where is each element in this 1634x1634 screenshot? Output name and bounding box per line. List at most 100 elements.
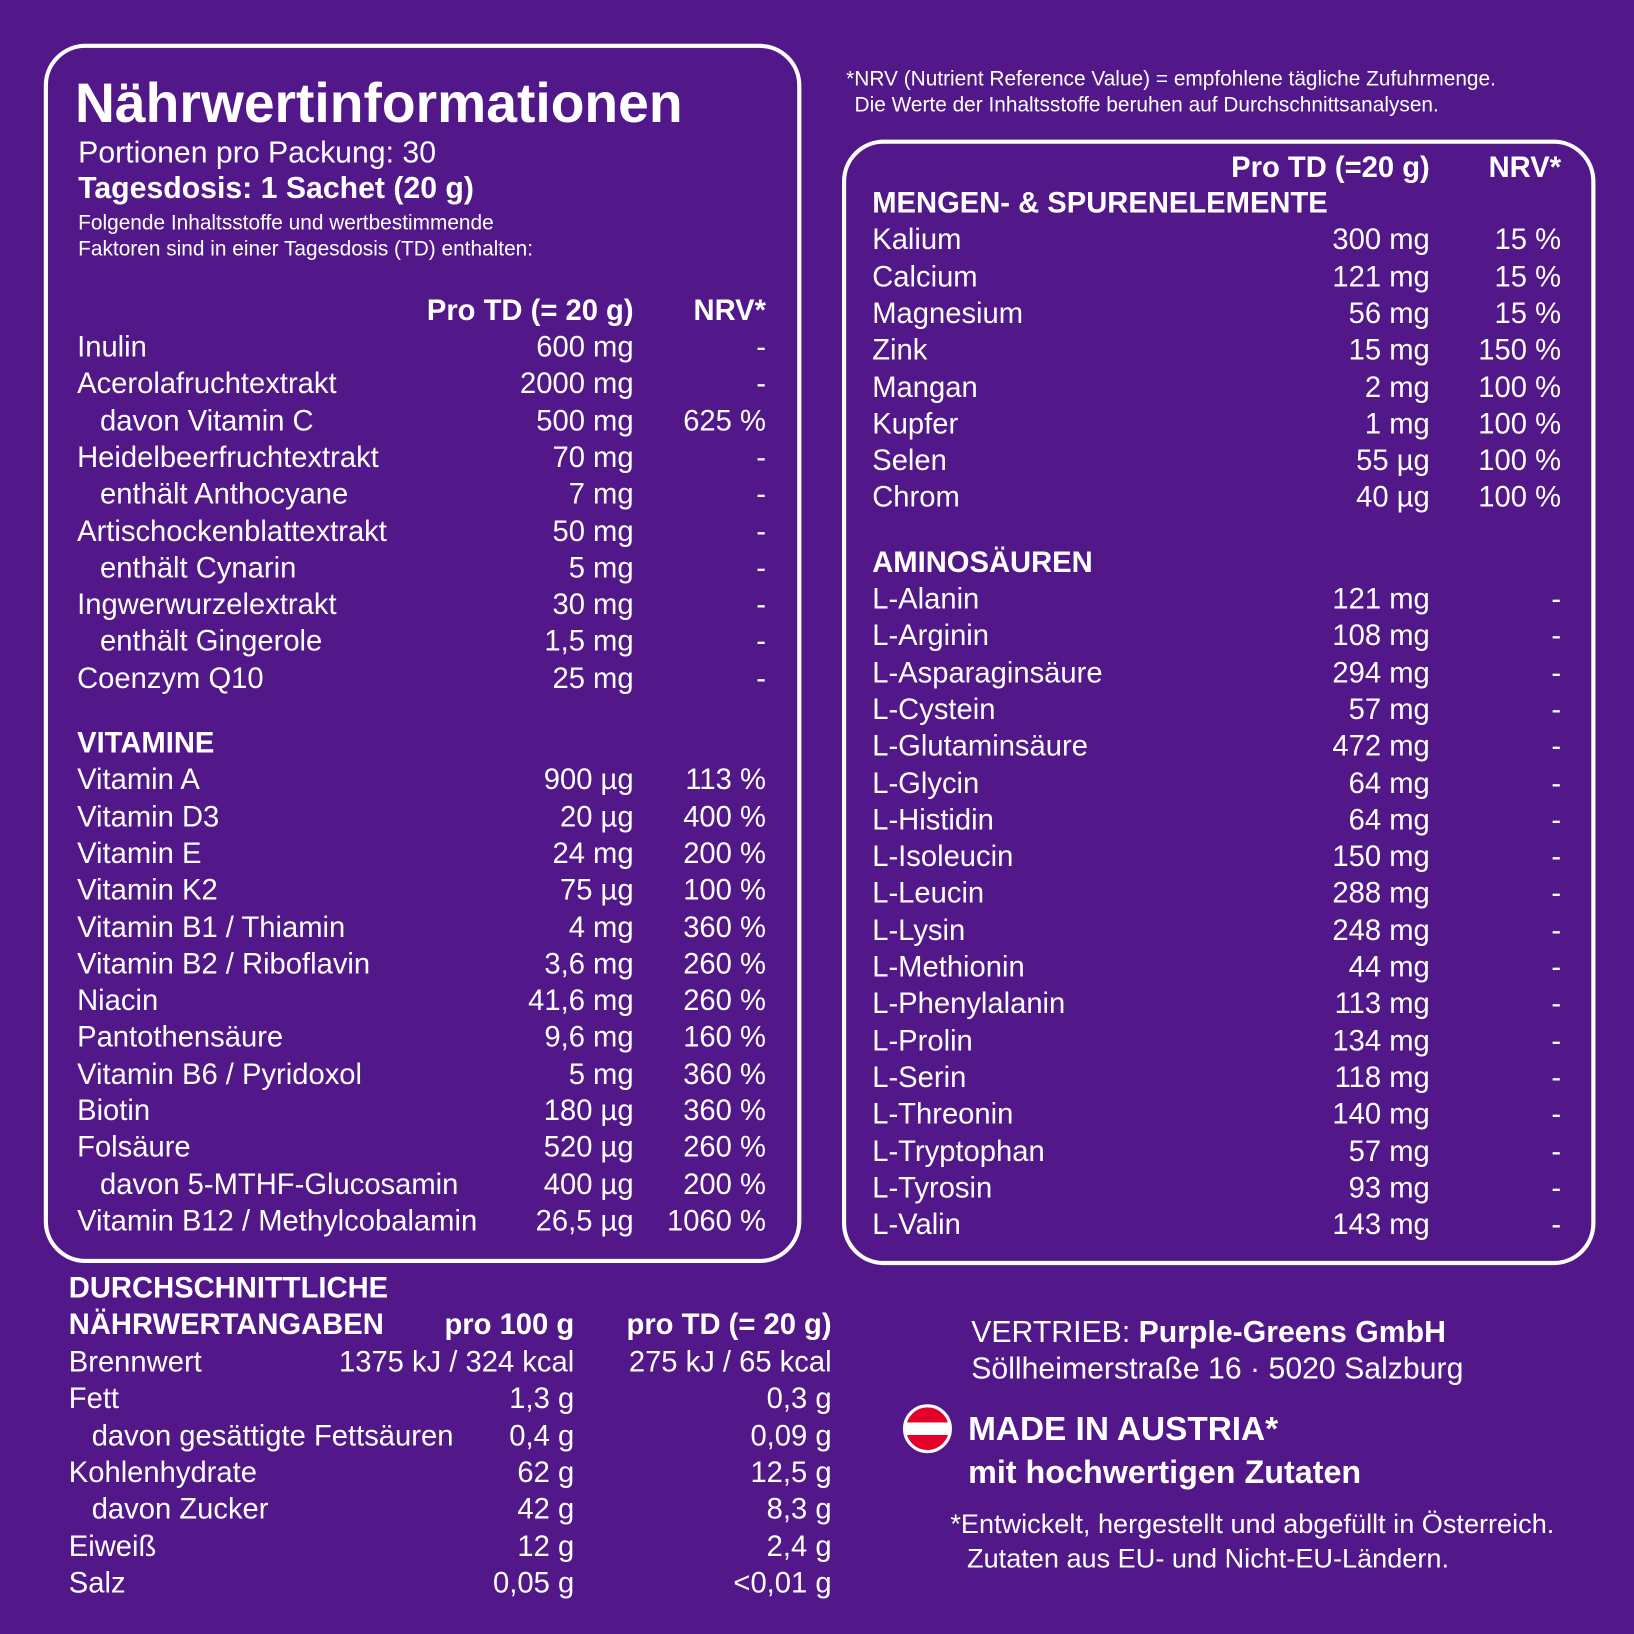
row-value: 15 % — [1494, 223, 1562, 256]
footnote: *Entwickelt, hergestellt und abgefüllt i… — [950, 1507, 1555, 1540]
row-name: L-Glycin — [872, 766, 980, 799]
intro: Folgende Inhaltsstoffe und wertbestimmen… — [78, 211, 494, 235]
row-value: 200 % — [683, 836, 766, 869]
row-value: - — [756, 477, 766, 510]
row-value: 24 mg — [552, 836, 634, 869]
section-heading: DURCHSCHNITTLICHE — [68, 1271, 389, 1304]
row-value: - — [756, 514, 766, 547]
row-name: Magnesium — [872, 296, 1024, 330]
row-value: 93 mg — [1348, 1171, 1430, 1204]
row-name: L-Tryptophan — [872, 1134, 1045, 1167]
row-value: 2,4 g — [766, 1529, 832, 1562]
row-value: 50 mg — [552, 514, 634, 547]
row-value: 143 mg — [1332, 1207, 1430, 1241]
row-value: 113 % — [685, 763, 766, 796]
row-value: 134 mg — [1332, 1023, 1430, 1057]
column-header: pro TD (= 20 g) — [626, 1307, 832, 1341]
row-name: L-Arginin — [872, 619, 990, 652]
row-name: Vitamin B12 / Methylcobalamin — [77, 1204, 478, 1237]
row-value: - — [1551, 987, 1562, 1020]
row-name: L-Alanin — [872, 582, 980, 615]
row-value: 15 % — [1494, 296, 1562, 330]
row-value: 260 % — [683, 947, 766, 980]
austria-flag — [902, 1404, 952, 1454]
row-name: Vitamin E — [77, 836, 202, 869]
row-name: L-Serin — [872, 1060, 967, 1094]
row-value: - — [1551, 1134, 1562, 1167]
row-value: 1060 % — [666, 1204, 766, 1237]
row-value: 64 mg — [1348, 766, 1430, 799]
row-value: 118 mg — [1334, 1060, 1430, 1094]
row-value: - — [1551, 582, 1562, 615]
row-name: L-Prolin — [872, 1023, 973, 1057]
title: Nährwertinformationen — [75, 72, 683, 135]
row-value: 600 mg — [536, 330, 634, 363]
row-value: 12,5 g — [750, 1455, 832, 1488]
made-in: MADE IN AUSTRIA* — [968, 1409, 1279, 1448]
row-value: - — [1551, 840, 1562, 873]
row-value: 275 kJ / 65 kcal — [628, 1345, 832, 1378]
daily-dose: Tagesdosis: 1 Sachet (20 g) — [78, 171, 474, 206]
nrv-note: *NRV (Nutrient Reference Value) = empfoh… — [846, 67, 1496, 91]
row-name: L-Asparaginsäure — [872, 656, 1103, 689]
row-value: 360 % — [683, 910, 766, 943]
right-panel-frame — [842, 139, 1596, 1266]
row-name: Vitamin B2 / Riboflavin — [77, 947, 371, 980]
row-name: Vitamin D3 — [77, 799, 220, 833]
row-value: 100 % — [1478, 370, 1562, 403]
row-value: 57 mg — [1348, 1134, 1430, 1167]
row-name: Biotin — [77, 1094, 151, 1127]
sub-row-name: enthält Anthocyane — [100, 477, 349, 510]
row-value: 15 % — [1494, 260, 1562, 293]
row-name: Pantothensäure — [77, 1020, 284, 1053]
row-value: 150 % — [1478, 333, 1562, 366]
row-name: Coenzym Q10 — [77, 661, 264, 694]
row-name: L-Isoleucin — [872, 840, 1014, 873]
row-value: - — [1551, 1060, 1562, 1094]
row-name: Eiweiß — [68, 1529, 157, 1562]
sub-row-name: enthält Gingerole — [100, 624, 323, 657]
row-value: 121 mg — [1332, 582, 1430, 615]
row-value: 12 g — [517, 1529, 575, 1562]
row-name: Selen — [872, 444, 947, 477]
row-value: 15 mg — [1348, 333, 1430, 366]
sub-row-name: davon Zucker — [91, 1492, 269, 1525]
row-name: Vitamin B6 / Pyridoxol — [77, 1057, 363, 1090]
row-value: 5 mg — [568, 551, 634, 584]
row-value: 0,09 g — [750, 1418, 832, 1452]
nrv-note: Die Werte der Inhaltsstoffe beruhen auf … — [854, 93, 1439, 117]
row-value: 625 % — [683, 403, 766, 437]
row-value: - — [1551, 692, 1562, 726]
row-name: Inulin — [77, 330, 147, 363]
row-value: - — [1551, 729, 1562, 762]
column-header: Pro TD (= 20 g) — [426, 293, 634, 327]
row-value: - — [1551, 1023, 1562, 1057]
row-value: 55 µg — [1356, 444, 1430, 477]
row-name: L-Leucin — [872, 876, 985, 910]
row-value: - — [756, 367, 766, 400]
column-header: NRV* — [1488, 151, 1562, 184]
address: Söllheimerstraße 16 · 5020 Salzburg — [971, 1352, 1464, 1386]
sub-row-name: davon 5-MTHF-Glucosamin — [100, 1167, 459, 1201]
row-value: 44 mg — [1348, 950, 1430, 983]
row-value: 5 mg — [568, 1057, 634, 1090]
row-name: Acerolafruchtextrakt — [77, 367, 337, 400]
row-name: Salz — [68, 1566, 126, 1599]
row-value: 300 mg — [1332, 223, 1430, 256]
row-value: - — [1551, 1171, 1562, 1204]
row-value: 294 mg — [1332, 656, 1430, 689]
distributor: VERTRIEB: Purple-Greens GmbH — [971, 1315, 1446, 1351]
row-value: 9,6 mg — [544, 1020, 634, 1053]
row-value: 248 mg — [1332, 913, 1430, 946]
row-value: - — [1551, 619, 1562, 652]
row-name: Kupfer — [872, 407, 959, 440]
row-name: Calcium — [872, 260, 978, 293]
row-name: Vitamin K2 — [77, 873, 218, 906]
row-value: - — [1551, 1097, 1562, 1130]
row-name: L-Valin — [872, 1207, 961, 1241]
row-value: 41,6 mg — [528, 983, 634, 1017]
row-value: 400 % — [683, 799, 766, 833]
row-value: 100 % — [683, 873, 766, 906]
row-value: 360 % — [683, 1094, 766, 1127]
row-value: 40 µg — [1356, 480, 1430, 514]
